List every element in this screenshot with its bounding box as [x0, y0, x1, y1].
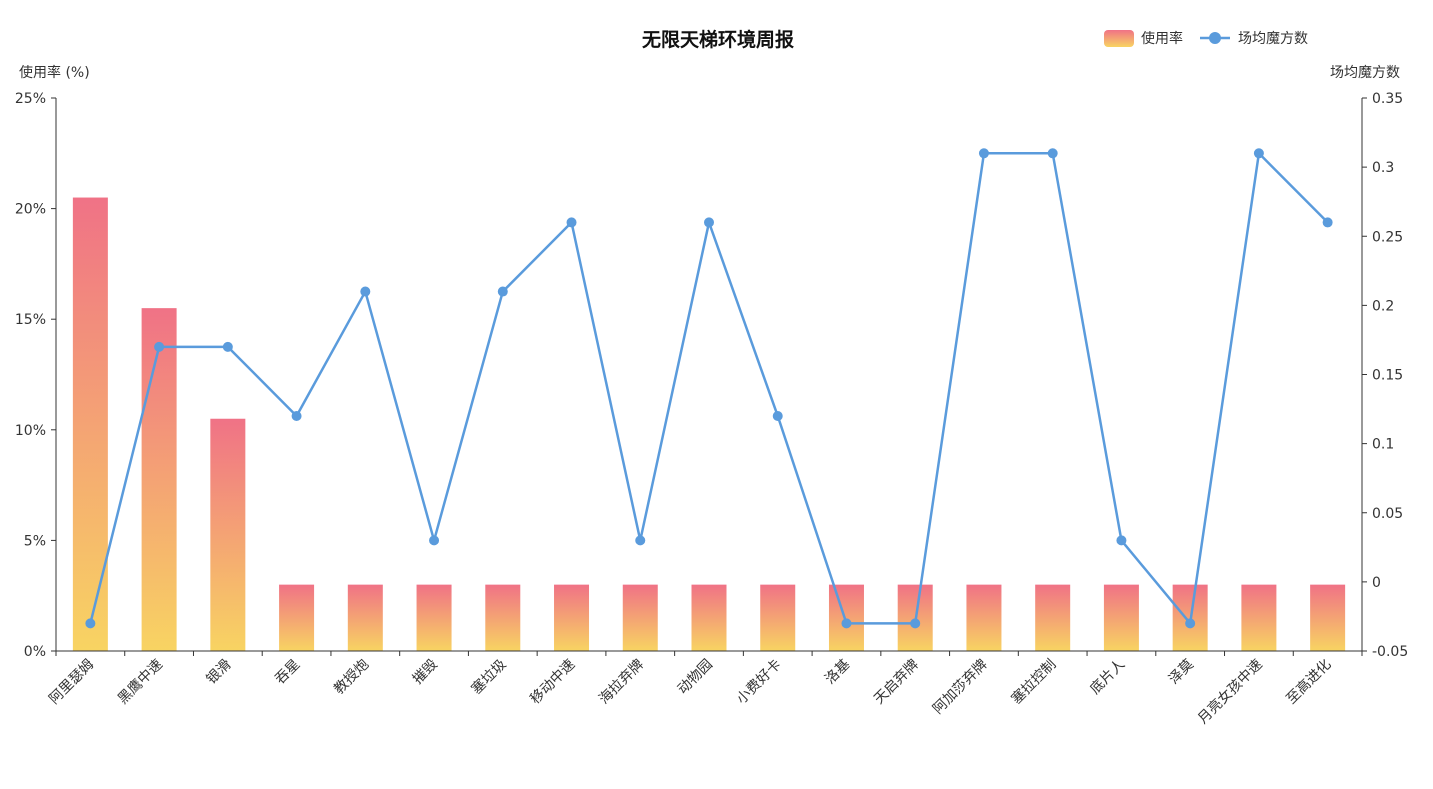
cubes-point-9[interactable] — [704, 217, 714, 228]
bar-18[interactable] — [1310, 584, 1346, 651]
right-axis-title: 场均魔方数 — [1330, 65, 1400, 81]
bar-9[interactable] — [691, 584, 727, 651]
right-tick-label-7: 0.3 — [1372, 160, 1394, 176]
cubes-point-7[interactable] — [566, 217, 577, 228]
x-tick-label-17: 月亮女孩中速 — [1194, 656, 1265, 727]
x-tick-label-16: 泽莫 — [1166, 657, 1197, 688]
x-tick-label-6: 塞垃圾 — [468, 656, 510, 698]
right-tick-label-8: 0.35 — [1372, 91, 1403, 107]
legend-item-usage[interactable]: 使用率 — [1104, 30, 1183, 47]
bar-7[interactable] — [554, 584, 590, 651]
x-tick-label-9: 动物园 — [675, 657, 716, 698]
cubes-point-6[interactable] — [497, 286, 508, 297]
x-tick-label-0: 阿里瑟姆 — [46, 657, 97, 708]
right-tick-label-3: 0.1 — [1372, 437, 1394, 453]
x-tick-label-15: 底片人 — [1087, 657, 1128, 698]
legend: 使用率 场均魔方数 — [1104, 30, 1308, 47]
x-tick-label-2: 银滑 — [203, 656, 235, 688]
x-tick-label-5: 摧毁 — [410, 657, 441, 688]
bar-17[interactable] — [1241, 584, 1277, 651]
cubes-point-16[interactable] — [1185, 618, 1196, 629]
x-tick-label-14: 塞拉控制 — [1008, 656, 1060, 708]
left-tick-label-4: 20% — [15, 202, 46, 218]
bar-2[interactable] — [210, 418, 246, 651]
bar-4[interactable] — [347, 584, 383, 651]
bar-0[interactable] — [72, 197, 108, 652]
cubes-point-3[interactable] — [291, 410, 302, 421]
bar-series-usage — [72, 197, 1346, 652]
legend-marker-cubes — [1209, 32, 1221, 44]
cubes-point-10[interactable] — [772, 410, 783, 421]
cubes-point-4[interactable] — [360, 286, 371, 297]
cubes-point-1[interactable] — [154, 341, 165, 352]
bar-1[interactable] — [141, 308, 177, 651]
bar-3[interactable] — [279, 584, 315, 651]
right-tick-label-5: 0.2 — [1372, 298, 1394, 314]
x-tick-label-3: 吞星 — [272, 657, 303, 688]
left-tick-label-5: 25% — [15, 91, 46, 107]
bar-15[interactable] — [1103, 584, 1139, 651]
bar-6[interactable] — [485, 584, 521, 651]
bar-5[interactable] — [416, 584, 452, 651]
line-series-cubes — [85, 148, 1333, 629]
cubes-point-17[interactable] — [1253, 148, 1264, 159]
cubes-point-18[interactable] — [1322, 217, 1333, 228]
bar-13[interactable] — [966, 584, 1002, 651]
x-tick-label-11: 洛基 — [821, 656, 853, 688]
right-tick-label-1: 0 — [1372, 575, 1381, 591]
legend-item-cubes[interactable]: 场均魔方数 — [1200, 31, 1308, 47]
cubes-point-11[interactable] — [841, 618, 852, 629]
x-tick-label-1: 黑鹰中速 — [115, 657, 166, 708]
x-tick-label-7: 移动中速 — [527, 657, 578, 708]
right-tick-label-6: 0.25 — [1372, 229, 1403, 245]
right-tick-label-2: 0.05 — [1372, 506, 1403, 522]
bar-11[interactable] — [828, 584, 864, 651]
bar-10[interactable] — [760, 584, 796, 651]
cubes-point-0[interactable] — [85, 618, 96, 629]
legend-swatch-usage — [1104, 30, 1134, 47]
x-tick-label-12: 天启弃牌 — [870, 656, 922, 708]
x-tick-label-10: 小费好卡 — [734, 657, 785, 708]
cubes-point-2[interactable] — [222, 341, 233, 352]
bar-14[interactable] — [1035, 584, 1071, 651]
cubes-point-5[interactable] — [429, 535, 440, 546]
x-tick-label-13: 阿加莎弃牌 — [929, 656, 991, 718]
chart-title: 无限天梯环境周报 — [642, 28, 794, 51]
cubes-point-13[interactable] — [978, 148, 989, 159]
cubes-point-14[interactable] — [1047, 148, 1058, 159]
cubes-point-12[interactable] — [910, 618, 921, 629]
cubes-point-8[interactable] — [635, 535, 646, 546]
left-axis-title: 使用率 (%) — [19, 64, 90, 81]
left-tick-label-1: 5% — [24, 533, 46, 549]
left-tick-label-3: 15% — [15, 312, 46, 328]
legend-label-usage: 使用率 — [1141, 30, 1183, 47]
legend-label-cubes: 场均魔方数 — [1238, 31, 1308, 47]
right-tick-label-4: 0.15 — [1372, 368, 1403, 384]
cubes-point-15[interactable] — [1116, 535, 1127, 546]
x-tick-label-18: 至高进化 — [1283, 656, 1335, 708]
x-tick-label-8: 海拉弃牌 — [595, 656, 647, 708]
x-tick-label-4: 教授炮 — [331, 657, 372, 698]
right-tick-label-0: -0.05 — [1372, 644, 1408, 660]
left-tick-label-0: 0% — [24, 644, 46, 660]
bar-8[interactable] — [622, 584, 658, 651]
left-tick-label-2: 10% — [15, 423, 46, 439]
